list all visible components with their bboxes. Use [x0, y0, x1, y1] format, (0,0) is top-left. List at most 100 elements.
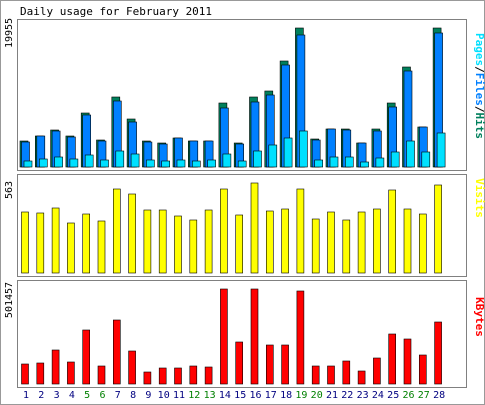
- bar-visits-16: [250, 182, 259, 274]
- x-tick-label-18: 18: [280, 390, 292, 401]
- bar-pages-23: [360, 161, 369, 168]
- x-tick-label-2: 2: [38, 390, 44, 401]
- x-tick-label-22: 22: [341, 390, 353, 401]
- label-part: Files: [473, 73, 485, 106]
- bar-visits-23: [357, 211, 366, 274]
- max-tick-label: 19955: [4, 18, 15, 48]
- bar-visits-22: [342, 219, 351, 274]
- bar-pages-9: [146, 159, 155, 168]
- bar-pages-10: [161, 160, 170, 168]
- bar-pages-20: [314, 159, 324, 168]
- bar-visits-11: [174, 215, 182, 274]
- label-part: Hits: [473, 113, 485, 140]
- bar-kbytes-27: [418, 354, 427, 385]
- max-tick-label: 501457: [4, 282, 15, 318]
- bar-visits-28: [434, 184, 442, 274]
- bar-kbytes-28: [434, 321, 442, 385]
- chart-panels: 19955 Pages/Files/Hits 563 Visits 501457 KByt…: [4, 18, 485, 388]
- bar-pages-3: [54, 156, 63, 168]
- bar-visits-1: [21, 211, 29, 274]
- bar-visits-25: [388, 189, 397, 274]
- x-tick-label-27: 27: [418, 390, 430, 401]
- bar-visits-7: [113, 188, 121, 274]
- x-tick-label-1: 1: [23, 390, 29, 401]
- bar-kbytes-2: [36, 362, 45, 385]
- bar-visits-24: [373, 208, 381, 274]
- panel-kbytes: 501457 KBytes: [4, 280, 485, 388]
- bar-kbytes-11: [174, 367, 182, 385]
- x-tick-label-7: 7: [115, 390, 121, 401]
- x-tick-label-6: 6: [99, 390, 105, 401]
- panel-series-label: KBytes: [473, 297, 485, 337]
- bar-kbytes-10: [158, 367, 167, 385]
- bar-visits-18: [281, 208, 289, 274]
- bar-visits-5: [82, 213, 90, 274]
- bar-kbytes-9: [143, 371, 152, 385]
- label-part: Visits: [473, 178, 485, 218]
- bar-kbytes-19: [296, 290, 305, 385]
- bar-visits-3: [51, 207, 60, 274]
- x-tick-label-28: 28: [433, 390, 445, 401]
- bar-pages-4: [69, 158, 79, 168]
- x-tick-label-17: 17: [265, 390, 277, 401]
- bar-kbytes-6: [97, 365, 106, 385]
- chart-title: Daily usage for February 2011: [20, 5, 212, 18]
- bar-kbytes-16: [250, 288, 259, 385]
- x-tick-label-8: 8: [130, 390, 136, 401]
- bar-visits-10: [158, 209, 167, 274]
- bar-pages-25: [390, 151, 400, 168]
- x-tick-label-4: 4: [69, 390, 75, 401]
- bar-kbytes-22: [342, 360, 351, 385]
- x-tick-label-10: 10: [158, 390, 170, 401]
- x-tick-label-5: 5: [84, 390, 90, 401]
- panel-series-label: Visits: [473, 178, 485, 218]
- bar-kbytes-17: [265, 344, 274, 385]
- bar-kbytes-4: [67, 361, 75, 385]
- bar-pages-8: [130, 153, 140, 168]
- bar-visits-27: [418, 213, 427, 274]
- bar-kbytes-15: [235, 341, 243, 385]
- x-axis-labels: 1 2 3 4 5 6 7 8 9 10 11 12 13 14 15 16 17 18 19 20 21 22 23 24 2…: [23, 390, 445, 401]
- bar-kbytes-21: [327, 365, 335, 385]
- x-tick-label-3: 3: [54, 390, 60, 401]
- bar-kbytes-20: [311, 365, 320, 385]
- x-tick-label-13: 13: [204, 390, 216, 401]
- bar-pages-22: [344, 156, 354, 168]
- bar-visits-4: [67, 222, 75, 274]
- bar-kbytes-1: [21, 363, 29, 385]
- bar-pages-19: [299, 130, 308, 168]
- label-part: /: [473, 66, 485, 73]
- x-tick-label-21: 21: [326, 390, 338, 401]
- bar-visits-21: [327, 211, 335, 274]
- bar-kbytes-26: [403, 338, 412, 385]
- x-tick-label-25: 25: [387, 390, 399, 401]
- label-part: /: [473, 106, 485, 113]
- x-tick-label-20: 20: [311, 390, 323, 401]
- bar-visits-2: [36, 212, 45, 274]
- bar-pages-13: [207, 159, 216, 168]
- max-tick-label: 563: [4, 181, 15, 199]
- bar-pages-28: [436, 132, 446, 168]
- bar-pages-7: [115, 150, 125, 168]
- bar-visits-26: [403, 208, 412, 274]
- bar-kbytes-7: [113, 319, 121, 385]
- bar-visits-9: [143, 209, 152, 274]
- bar-pages-5: [84, 154, 94, 168]
- bar-pages-16: [253, 150, 262, 168]
- bar-visits-6: [97, 220, 106, 274]
- bar-visits-20: [311, 218, 320, 274]
- panel-pages-files-hits: 19955 Pages/Files/Hits: [4, 18, 485, 171]
- bar-kbytes-18: [281, 344, 289, 385]
- x-tick-label-15: 15: [234, 390, 246, 401]
- x-tick-label-26: 26: [402, 390, 414, 401]
- panel-visits: 563 Visits: [4, 174, 485, 277]
- bar-kbytes-13: [204, 366, 213, 385]
- bar-pages-2: [38, 158, 48, 168]
- bar-kbytes-23: [357, 370, 366, 385]
- bar-kbytes-8: [128, 350, 136, 385]
- bar-pages-11: [176, 159, 186, 168]
- bar-pages-12: [192, 160, 201, 168]
- bar-visits-15: [235, 214, 243, 274]
- bar-kbytes-24: [373, 357, 381, 385]
